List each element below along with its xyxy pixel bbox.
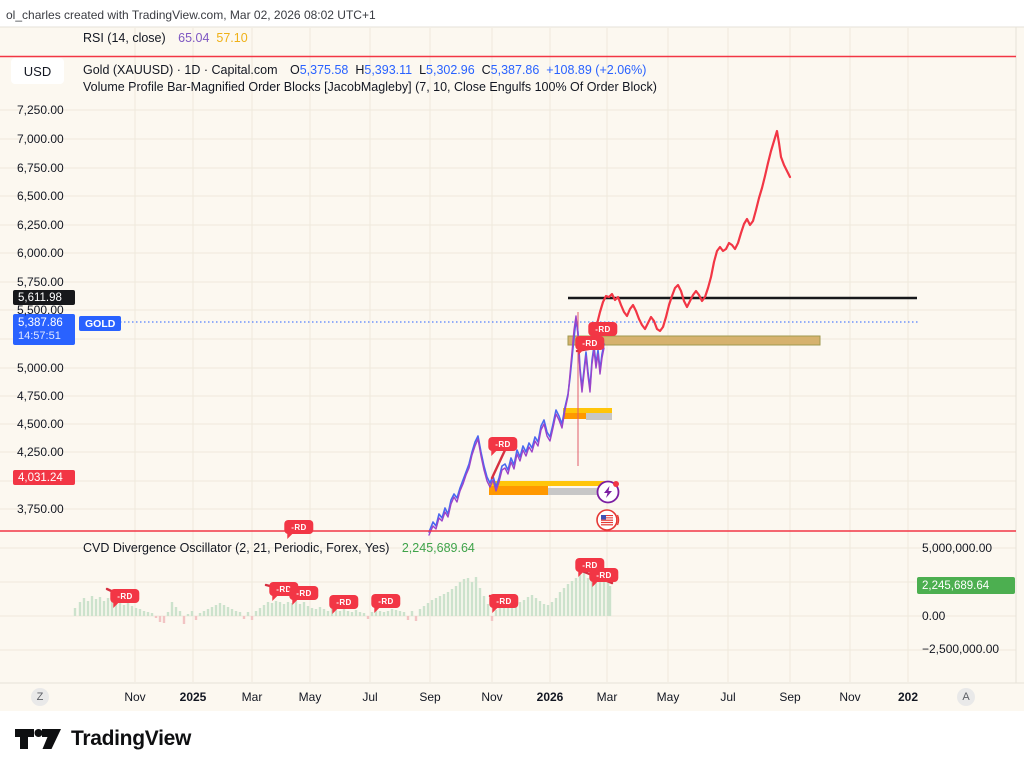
open-value: 5,375.58 [299,63,349,77]
time-tick-label: Mar [596,690,618,704]
rd-marker-badge[interactable]: -RD [589,568,619,587]
rsi-value-2: 57.10 [216,31,248,45]
time-tick-label: Mar [241,690,263,704]
symbol-title: Gold (XAUUSD) · 1D · Capital.com [83,63,278,77]
cvd-tick-label: −2,500,000.00 [922,642,1000,656]
time-tick-label: Nov [124,690,146,704]
rd-marker-badge[interactable]: -RD [489,594,519,613]
footer-background [0,711,1024,764]
rd-marker-badge[interactable]: -RD [588,322,618,341]
rd-marker-badge[interactable]: -RD [289,586,319,605]
change-value: +108.89 (+2.06%) [546,63,647,77]
cvd-tick-label: 0.00 [922,609,946,623]
low-label: L [419,63,427,77]
cvd-legend-label: CVD Divergence Oscillator (2, 21, Period… [83,541,390,555]
time-tick-label: Jul [362,690,378,704]
close-label: C [481,63,491,77]
time-tick-label: 2025 [179,690,207,704]
price-tick-label: 5,000.00 [17,361,64,375]
high-value: 5,393.11 [364,63,413,77]
current-price-value: 5,387.86 [18,316,63,329]
rd-marker-badge[interactable]: -RD [284,520,314,539]
close-value: 5,387.86 [490,63,540,77]
lightning-circle-icon[interactable] [596,480,620,504]
price-tick-label: 7,250.00 [17,103,64,117]
indicator-legend-volume-profile[interactable]: Volume Profile Bar-Magnified Order Block… [83,80,657,94]
time-axis-z-button[interactable]: Z [31,688,49,706]
rsi-legend-label: RSI (14, close) [83,31,166,45]
time-tick-label: May [298,690,322,704]
time-tick-label: Sep [419,690,441,704]
time-tick-label: Nov [839,690,861,704]
time-tick-label: May [656,690,680,704]
price-tick-label: 6,750.00 [17,161,64,175]
symbol-legend[interactable]: Gold (XAUUSD) · 1D · Capital.com O5,375.… [83,63,646,77]
time-tick-label: 202 [897,690,919,704]
rd-marker-badge[interactable]: -RD [110,589,140,608]
cvd-value-badge: 2,245,689.64 [917,577,1015,594]
cvd-value: 2,245,689.64 [401,541,475,555]
tradingview-logo-icon [15,729,61,749]
rd-marker-badge[interactable]: -RD [329,595,359,614]
price-tick-label: 4,250.00 [17,445,64,459]
price-tick-label: 6,500.00 [17,189,64,203]
time-axis-a-button[interactable]: A [957,688,975,706]
rd-marker-badge[interactable]: -RD [575,336,605,355]
price-tick-label: 6,250.00 [17,218,64,232]
price-tick-label: 4,750.00 [17,389,64,403]
price-tick-label: 5,750.00 [17,275,64,289]
price-tick-label: 5,500.00 [17,303,64,317]
time-tick-label: Jul [720,690,736,704]
price-badge-current: 5,387.86 14:57:51 [13,314,75,345]
price-badge-level-high: 5,611.98 [13,290,75,305]
us-flag-signal-icon[interactable] [596,509,620,531]
attribution-text: ol_charles created with TradingView.com,… [6,8,376,22]
rd-marker-badge[interactable]: -RD [488,437,518,456]
tradingview-footer-logo[interactable]: TradingView [15,727,191,751]
cvd-legend[interactable]: CVD Divergence Oscillator (2, 21, Period… [83,541,475,555]
rsi-value-1: 65.04 [178,31,210,45]
rd-marker-badge[interactable]: -RD [371,594,401,613]
rsi-legend[interactable]: RSI (14, close) 65.04 57.10 [83,31,248,45]
low-value: 5,302.96 [426,63,475,77]
price-tick-label: 3,750.00 [17,502,64,516]
price-tick-label: 7,000.00 [17,132,64,146]
price-badge-level-low: 4,031.24 [13,470,75,485]
cvd-tick-label: 5,000,000.00 [922,541,993,555]
high-label: H [355,63,365,77]
price-tick-label: 4,500.00 [17,417,64,431]
time-tick-label: Sep [779,690,801,704]
open-label: O [289,63,300,77]
symbol-price-tag: GOLD [79,316,122,331]
currency-toggle-button[interactable]: USD [11,58,64,84]
price-tick-label: 6,000.00 [17,246,64,260]
current-price-time: 14:57:51 [18,329,61,342]
time-tick-label: 2026 [536,690,564,704]
time-tick-label: Nov [481,690,503,704]
tradingview-logo-text: TradingView [71,727,192,750]
